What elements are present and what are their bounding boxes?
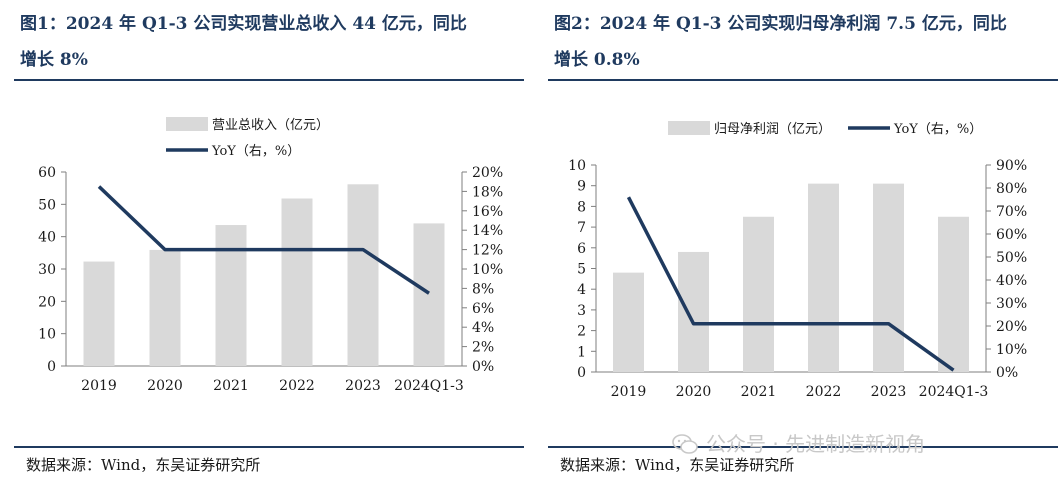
fig2-right-tick-label: 10% — [996, 342, 1027, 358]
figure-1-source: 数据来源：Wind，东吴证券研究所 — [26, 456, 261, 474]
fig2-right-tick-label: 40% — [996, 273, 1027, 289]
fig1-x-tick-label: 2021 — [213, 378, 249, 394]
fig1-x-tick-label: 2024Q1-3 — [394, 378, 464, 394]
fig1-right-tick-label: 12% — [472, 243, 503, 259]
fig2-left-tick-label: 1 — [577, 344, 586, 360]
fig2-right-tick-label: 60% — [996, 227, 1027, 243]
fig1-left-tick-label: 20 — [38, 294, 56, 310]
figure-2-title-block: 图2：2024 年 Q1-3 公司实现归母净利润 7.5 亿元，同比 增长 0.… — [554, 6, 1054, 78]
figure-2-source: 数据来源：Wind，东吴证券研究所 — [560, 456, 795, 474]
fig2-x-tick-label: 2021 — [741, 384, 777, 400]
fig1-yoy-line — [97, 185, 430, 295]
fig2-left-tick-label: 7 — [577, 220, 586, 236]
figure-1-panel: 图1：2024 年 Q1-3 公司实现营业总收入 44 亿元，同比 增长 8% … — [14, 0, 524, 489]
fig1-right-tick-label: 8% — [472, 281, 494, 297]
fig1-right-tick-label: 18% — [472, 184, 503, 200]
fig2-legend-bar: 归母净利润（亿元） — [668, 121, 831, 137]
fig1-legend-bar-label: 营业总收入（亿元） — [212, 118, 329, 133]
fig1-x-tick-label: 2023 — [345, 378, 381, 394]
figure-1-title: 图1：2024 年 Q1-3 公司实现营业总收入 44 亿元，同比 — [20, 14, 467, 34]
fig2-left-tick-label: 3 — [577, 303, 586, 319]
fig1-left-tick-label: 10 — [38, 327, 56, 343]
fig2-x-tick-label: 2019 — [611, 384, 647, 400]
fig2-left-tick-label: 4 — [577, 282, 586, 298]
fig2-right-tick-label: 0% — [996, 365, 1018, 381]
fig1-left-tick-label: 50 — [38, 197, 56, 213]
fig2-bar — [938, 216, 969, 372]
fig1-bar — [347, 184, 379, 366]
fig1-left-tick-label: 60 — [38, 165, 56, 181]
fig2-left-tick-label: 9 — [577, 179, 586, 195]
figure-2-top-rule — [548, 79, 1058, 81]
figure-1-subtitle: 增长 8% — [20, 50, 88, 70]
fig1-right-tick-label: 14% — [472, 223, 503, 239]
fig2-right-tick-label: 80% — [996, 181, 1027, 197]
fig2-left-tick-label: 8 — [577, 199, 586, 215]
fig1-x-tick-label: 2022 — [279, 378, 315, 394]
wechat-icon — [672, 434, 698, 454]
fig2-left-tick-label: 2 — [577, 324, 586, 340]
fig2-bar — [678, 251, 709, 372]
fig2-x-tick-label: 2022 — [806, 384, 842, 400]
figure-1-bottom-rule — [14, 446, 524, 448]
fig2-right-tick-label: 90% — [996, 158, 1027, 174]
fig1-right-tick-label: 0% — [472, 359, 494, 375]
watermark: 公众号 · 先进制造新视角 — [672, 428, 925, 457]
fig1-x-tick-label: 2020 — [147, 378, 183, 394]
fig2-right-tick-label: 20% — [996, 319, 1027, 335]
fig1-right-tick-label: 6% — [472, 301, 494, 317]
fig2-bar — [808, 183, 839, 372]
fig2-bar — [613, 272, 644, 372]
fig2-left-tick-label: 10 — [568, 158, 586, 174]
fig1-bar — [149, 249, 181, 366]
fig1-bar — [83, 261, 115, 366]
fig1-bar — [281, 198, 313, 366]
fig2-x-tick-label: 2023 — [871, 384, 907, 400]
fig1-right-tick-label: 20% — [472, 165, 503, 181]
fig1-legend-line: YoY（右，%） — [166, 144, 300, 159]
fig2-bar — [743, 216, 774, 372]
fig2-right-tick-label: 50% — [996, 250, 1027, 266]
figure-1-top-rule — [14, 79, 524, 81]
figure-2-chart: 归母净利润（亿元） YoY（右，%） 0 1 2 3 4 5 6 7 8 9 10 0% 10% 20% 30%… — [568, 121, 1027, 400]
fig1-left-tick-label: 0 — [47, 359, 56, 375]
fig2-left-tick-label: 5 — [577, 262, 586, 278]
fig1-legend-bar: 营业总收入（亿元） — [166, 117, 329, 133]
fig1-left-tick-label: 30 — [38, 262, 56, 278]
fig2-x-tick-label: 2024Q1-3 — [919, 384, 989, 400]
fig2-right-tick-label: 70% — [996, 204, 1027, 220]
figure-2-title: 图2：2024 年 Q1-3 公司实现归母净利润 7.5 亿元，同比 — [554, 14, 1007, 34]
fig1-right-tick-label: 10% — [472, 262, 503, 278]
fig1-legend-line-label: YoY（右，%） — [211, 144, 300, 159]
figure-2-panel: 图2：2024 年 Q1-3 公司实现归母净利润 7.5 亿元，同比 增长 0.… — [548, 0, 1058, 489]
fig2-legend-bar-label: 归母净利润（亿元） — [714, 122, 831, 137]
figure-1-title-block: 图1：2024 年 Q1-3 公司实现营业总收入 44 亿元，同比 增长 8% — [20, 6, 520, 78]
figure-2-bottom-rule — [548, 446, 1058, 448]
fig1-right-tick-label: 16% — [472, 204, 503, 220]
fig1-legend-bar-swatch — [166, 117, 208, 131]
fig1-right-tick-label: 4% — [472, 320, 494, 336]
fig1-right-tick-label: 2% — [472, 340, 494, 356]
fig2-legend-line-label: YoY（右，%） — [893, 122, 982, 137]
fig2-x-tick-label: 2020 — [676, 384, 712, 400]
fig1-left-tick-label: 40 — [38, 230, 56, 246]
fig2-left-tick-label: 6 — [577, 241, 586, 257]
watermark-text: 公众号 · 先进制造新视角 — [706, 432, 926, 456]
fig1-bar — [413, 223, 445, 366]
fig2-legend-bar-swatch — [668, 121, 710, 135]
fig1-bar — [215, 225, 247, 366]
fig1-x-tick-label: 2019 — [81, 378, 117, 394]
figure-1-chart: 营业总收入（亿元） YoY（右，%） 0 10 20 30 40 50 60 0% 2% 4% 6% 8%… — [38, 117, 503, 394]
fig2-yoy-line — [626, 196, 955, 372]
fig2-bar — [873, 183, 904, 372]
fig2-left-tick-label: 0 — [577, 365, 586, 381]
figure-2-subtitle: 增长 0.8% — [554, 50, 640, 70]
fig2-legend-line: YoY（右，%） — [848, 122, 982, 137]
fig2-right-tick-label: 30% — [996, 296, 1027, 312]
